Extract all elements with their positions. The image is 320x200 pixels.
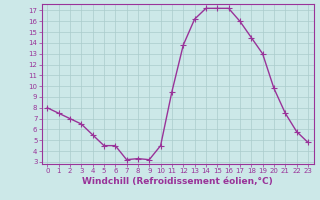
X-axis label: Windchill (Refroidissement éolien,°C): Windchill (Refroidissement éolien,°C) xyxy=(82,177,273,186)
